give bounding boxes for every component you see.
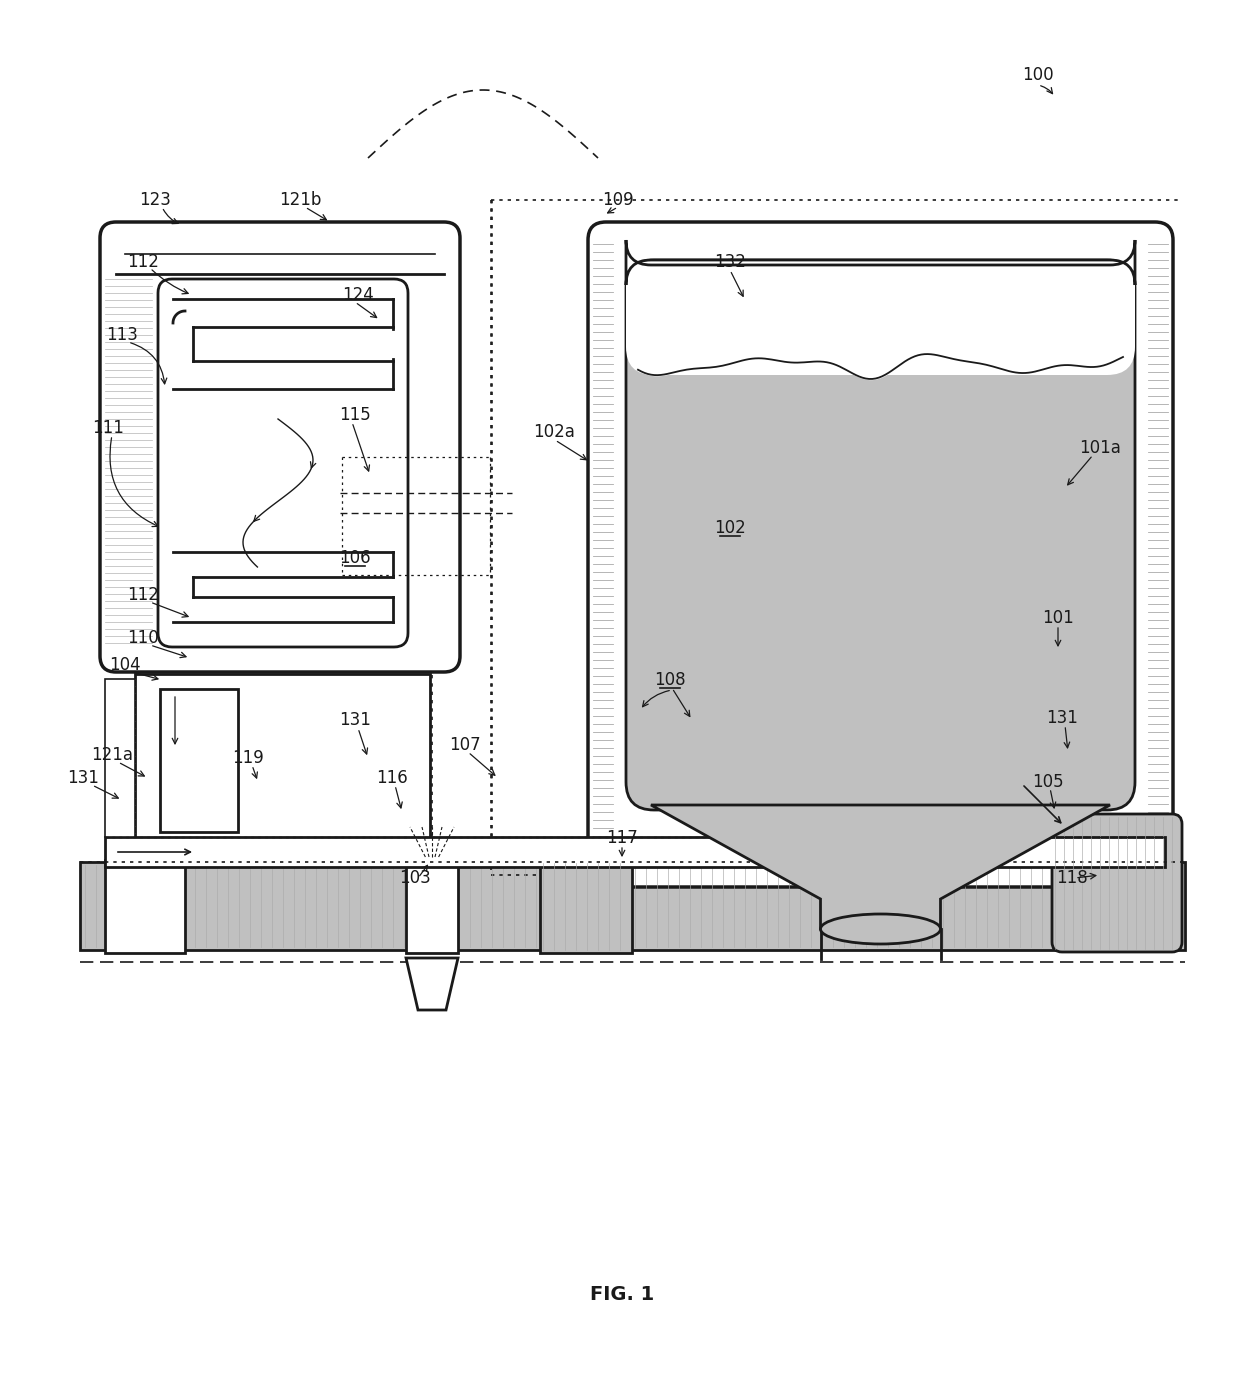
Text: 113: 113 <box>107 326 138 345</box>
Text: 105: 105 <box>1032 773 1064 791</box>
Bar <box>81 862 1185 950</box>
Ellipse shape <box>821 914 940 944</box>
Text: 108: 108 <box>655 671 686 689</box>
Text: 116: 116 <box>376 769 408 787</box>
Text: 106: 106 <box>340 550 371 566</box>
Polygon shape <box>405 958 458 1010</box>
FancyBboxPatch shape <box>626 240 1135 285</box>
Text: 104: 104 <box>109 656 141 674</box>
Text: 117: 117 <box>606 829 637 847</box>
Bar <box>539 859 632 953</box>
Text: 103: 103 <box>399 869 430 887</box>
Text: 109: 109 <box>603 191 634 209</box>
Text: 100: 100 <box>1022 66 1054 84</box>
Text: 115: 115 <box>339 406 371 424</box>
Text: 119: 119 <box>232 749 264 767</box>
Bar <box>105 679 135 837</box>
Text: 131: 131 <box>1047 709 1078 727</box>
Text: 121b: 121b <box>279 191 321 209</box>
Text: 131: 131 <box>67 769 99 787</box>
Text: 110: 110 <box>128 629 159 647</box>
FancyBboxPatch shape <box>157 279 408 647</box>
Bar <box>105 837 1166 868</box>
Polygon shape <box>651 805 1110 929</box>
Bar <box>160 689 238 831</box>
FancyBboxPatch shape <box>626 259 1135 360</box>
Text: 132: 132 <box>714 252 746 271</box>
Text: 101: 101 <box>1042 610 1074 626</box>
FancyBboxPatch shape <box>100 222 460 672</box>
Text: 102: 102 <box>714 519 746 537</box>
Text: 101a: 101a <box>1079 439 1121 458</box>
Text: 121a: 121a <box>91 746 133 764</box>
Text: 112: 112 <box>126 252 159 271</box>
Text: 111: 111 <box>92 418 124 437</box>
Text: 124: 124 <box>342 286 374 304</box>
Text: 102a: 102a <box>533 423 575 441</box>
Text: 107: 107 <box>449 737 481 755</box>
Text: 131: 131 <box>339 711 371 730</box>
Text: FIG. 1: FIG. 1 <box>590 1286 655 1304</box>
Text: 112: 112 <box>126 586 159 604</box>
FancyBboxPatch shape <box>626 259 1135 375</box>
Text: 118: 118 <box>1056 869 1087 887</box>
Text: 123: 123 <box>139 191 171 209</box>
FancyBboxPatch shape <box>588 222 1173 887</box>
Bar <box>135 674 430 843</box>
Bar <box>405 859 458 953</box>
FancyBboxPatch shape <box>1052 815 1182 951</box>
Bar <box>105 859 185 953</box>
FancyBboxPatch shape <box>626 259 1135 810</box>
